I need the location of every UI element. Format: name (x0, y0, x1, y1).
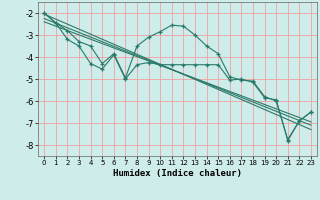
X-axis label: Humidex (Indice chaleur): Humidex (Indice chaleur) (113, 169, 242, 178)
